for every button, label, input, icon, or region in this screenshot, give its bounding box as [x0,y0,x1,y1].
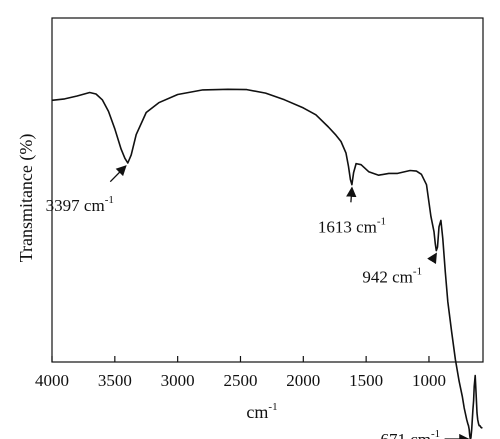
x-tick-label-3500: 3500 [98,371,132,390]
x-tick-label-2000: 2000 [286,371,320,390]
x-tick-label-1000: 1000 [412,371,446,390]
x-tick-label-1500: 1500 [349,371,383,390]
x-tick-label-3000: 3000 [161,371,195,390]
annotation-arrow-1 [346,186,357,203]
annotation-arrow-0 [109,165,127,183]
x-tick-label-4000: 4000 [35,371,69,390]
x-axis-title: cm-1 [246,401,277,422]
annotation-arrow-2 [427,252,437,265]
x-axis-title-sup: -1 [268,401,277,413]
x-tick-label-2500: 2500 [223,371,257,390]
annotation-label-1: 1613 cm-1 [318,216,386,237]
spectrum-line [51,88,483,439]
plot-frame [51,17,484,363]
annotation-label-3: 671 cm-1 [380,428,440,439]
annotation-label-0: 3397 cm-1 [46,194,114,215]
annotation-label-2: 942 cm-1 [362,266,422,287]
x-axis-title-text: cm [246,402,268,422]
y-axis-title: Transmitance (%) [16,134,37,263]
